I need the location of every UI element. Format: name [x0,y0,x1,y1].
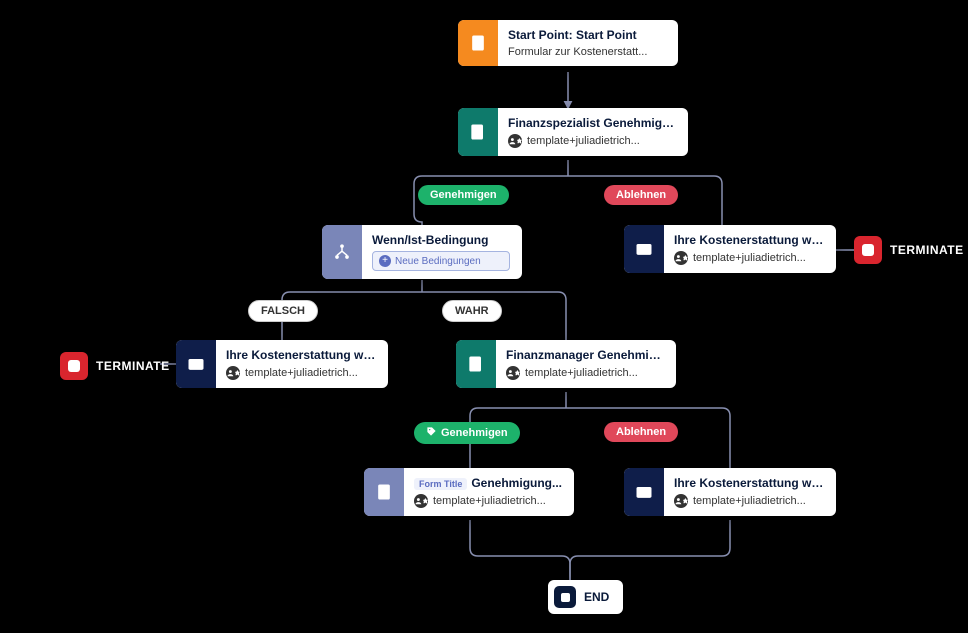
pill-reject2[interactable]: Ablehnen [604,422,678,442]
node-title: Ihre Kostenerstattung wurde... [674,233,824,247]
node-approval2[interactable]: Finanzmanager Genehmigen ... template+jul… [456,340,676,388]
node-mail_reject2[interactable]: Ihre Kostenerstattung wurde... template+j… [624,468,836,516]
pill-approve2[interactable]: Genehmigen [414,422,520,444]
node-subtitle: Formular zur Kostenerstatt... [508,46,666,58]
person-icon [674,494,688,508]
person-icon [226,366,240,380]
person-icon [414,494,428,508]
stop-icon [554,586,576,608]
terminate-t2[interactable]: TERMINATE [60,352,170,380]
node-body: Ihre Kostenerstattung wurde... template+j… [216,340,388,388]
check-doc-icon [456,340,496,388]
node-subtitle: template+juliadietrich... [674,494,824,508]
node-subtitle: template+juliadietrich... [506,366,664,380]
check-doc-icon [458,108,498,156]
branch-icon [322,225,362,279]
add-condition-chip[interactable]: +Neue Bedingungen [372,251,510,271]
person-icon [506,366,520,380]
node-approval1[interactable]: Finanzspezialist Genehmigung template+jul… [458,108,688,156]
person-icon [508,134,522,148]
node-body: Start Point: Start Point Formular zur Kos… [498,20,678,66]
node-title: Wenn/Ist-Bedingung [372,233,510,247]
node-title: Finanzspezialist Genehmigung [508,116,676,130]
node-title: Finanzmanager Genehmigen ... [506,348,664,362]
node-form_approve[interactable]: Form TitleGenehmigung... template+juliadi… [364,468,574,516]
node-body: Finanzspezialist Genehmigung template+jul… [498,108,688,156]
mail-icon [624,468,664,516]
form-icon [364,468,404,516]
doc-icon [458,20,498,66]
node-body: Form TitleGenehmigung... template+juliadi… [404,468,574,516]
terminate-label: TERMINATE [96,359,170,373]
end-node[interactable]: END [548,580,623,614]
node-subtitle: template+juliadietrich... [674,251,824,265]
plus-icon: + [379,255,391,267]
flowchart-canvas: Start Point: Start Point Formular zur Kos… [0,0,968,633]
end-label: END [584,590,609,604]
stop-icon [60,352,88,380]
node-condition[interactable]: Wenn/Ist-Bedingung +Neue Bedingungen [322,225,522,279]
node-mail_false[interactable]: Ihre Kostenerstattung wurde... template+j… [176,340,388,388]
node-body: Wenn/Ist-Bedingung +Neue Bedingungen [362,225,522,279]
stop-icon [854,236,882,264]
mail-icon [624,225,664,273]
node-title: Ihre Kostenerstattung wurde... [674,476,824,490]
node-subtitle: template+juliadietrich... [508,134,676,148]
pill-true[interactable]: WAHR [442,300,502,322]
node-body: Ihre Kostenerstattung wurde... template+j… [664,468,836,516]
node-subtitle: template+juliadietrich... [414,494,562,508]
pill-reject1[interactable]: Ablehnen [604,185,678,205]
pill-approve1[interactable]: Genehmigen [418,185,509,205]
node-title: Ihre Kostenerstattung wurde... [226,348,376,362]
node-start[interactable]: Start Point: Start Point Formular zur Kos… [458,20,678,66]
person-icon [674,251,688,265]
terminate-t1[interactable]: TERMINATE [854,236,964,264]
terminate-label: TERMINATE [890,243,964,257]
node-body: Ihre Kostenerstattung wurde... template+j… [664,225,836,273]
mail-icon [176,340,216,388]
node-body: Finanzmanager Genehmigen ... template+jul… [496,340,676,388]
node-subtitle: template+juliadietrich... [226,366,376,380]
pill-false[interactable]: FALSCH [248,300,318,322]
node-title: Start Point: Start Point [508,28,666,42]
form-title-chip: Form Title [414,478,467,490]
tag-icon [426,426,437,440]
node-title: Form TitleGenehmigung... [414,476,562,490]
node-mail_reject1[interactable]: Ihre Kostenerstattung wurde... template+j… [624,225,836,273]
